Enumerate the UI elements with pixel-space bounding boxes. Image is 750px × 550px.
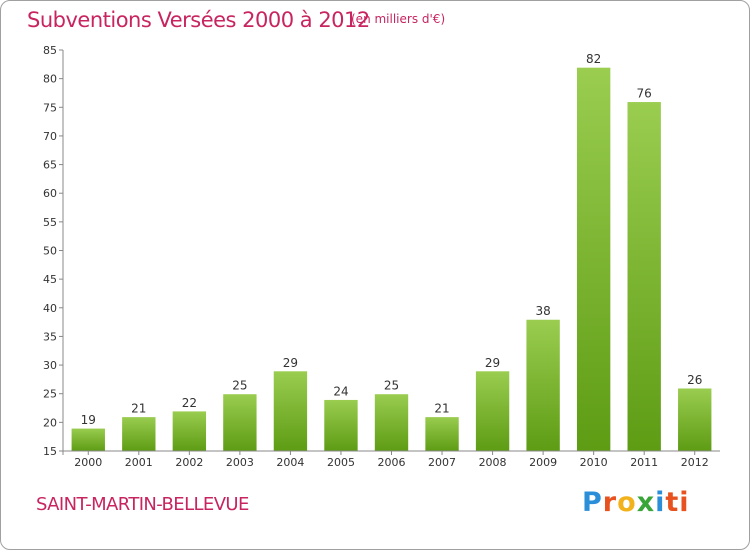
data-label-2005: 24: [333, 384, 348, 398]
data-label-2000: 19: [81, 413, 96, 427]
bar-2009: [525, 318, 561, 452]
x-tick-label-2001: 2001: [125, 456, 153, 469]
logo-letter: ti: [665, 487, 690, 518]
y-tick-label: 15: [43, 445, 57, 458]
data-label-2001: 21: [131, 402, 146, 416]
bars: 19 21 22 25 29 24 25 21 29 38 82 76 26: [70, 52, 713, 452]
y-tick-label: 65: [43, 159, 57, 172]
logo-letter: P: [582, 487, 603, 518]
x-axis: 2000 2001 2002 2003 2004 2005 2006 2007 2008 2009…: [63, 450, 720, 469]
y-tick-label: 55: [43, 216, 57, 229]
bar-2010: [575, 66, 612, 452]
x-tick-label-2010: 2010: [580, 456, 608, 469]
bar-2008: [474, 370, 511, 452]
bar-2000: [70, 427, 106, 452]
x-tick-label-2011: 2011: [630, 456, 658, 469]
y-tick-label: 80: [43, 73, 57, 86]
x-tick-label-2007: 2007: [428, 456, 456, 469]
y-axis: 15 20 25 30 35 40 45 50 55 60 65 70 75 80 85: [43, 44, 64, 458]
data-label-2009: 38: [535, 304, 550, 318]
data-label-2012: 26: [687, 373, 702, 387]
y-tick-label: 85: [43, 44, 57, 57]
y-tick-label: 70: [43, 130, 57, 143]
data-label-2008: 29: [485, 356, 500, 370]
y-tick-label: 45: [43, 273, 57, 286]
data-label-2010: 82: [586, 52, 601, 66]
bar-2011: [626, 101, 662, 452]
bar-2003: [222, 393, 258, 452]
bar-2002: [171, 410, 208, 452]
unit-label: (en milliers d'€): [351, 12, 446, 26]
y-tick-label: 25: [43, 388, 57, 401]
x-tick-label-2005: 2005: [327, 456, 355, 469]
data-label-2004: 29: [283, 356, 298, 370]
x-tick-label-2002: 2002: [175, 456, 203, 469]
bar-2006: [373, 393, 410, 452]
data-label-2007: 21: [434, 402, 449, 416]
data-label-2002: 22: [182, 396, 197, 410]
logo-letter: x: [636, 487, 656, 518]
y-tick-label: 40: [43, 302, 57, 315]
x-tick-label-2008: 2008: [479, 456, 507, 469]
bar-2005: [323, 398, 359, 452]
x-tick-label-2006: 2006: [378, 456, 406, 469]
bar-2007: [424, 416, 460, 452]
proxiti-logo: Proxiti: [582, 487, 690, 518]
y-tick-label: 35: [43, 330, 57, 343]
y-tick-label: 30: [43, 359, 57, 372]
x-tick-label-2004: 2004: [276, 456, 304, 469]
bar-2001: [121, 416, 157, 452]
commune-name: SAINT-MARTIN-BELLEVUE: [36, 494, 249, 515]
x-tick-label-2003: 2003: [226, 456, 254, 469]
data-label-2003: 25: [232, 379, 247, 393]
logo-letter: r: [602, 487, 618, 518]
chart-title: Subventions Versées 2000 à 2012: [27, 8, 370, 32]
y-tick-label: 75: [43, 101, 57, 114]
data-label-2006: 25: [384, 379, 399, 393]
y-tick-label: 60: [43, 187, 57, 200]
y-tick-label: 20: [43, 416, 57, 429]
x-tick-label-2012: 2012: [681, 456, 709, 469]
x-tick-label-2009: 2009: [529, 456, 557, 469]
bar-2012: [677, 387, 713, 452]
data-label-2011: 76: [637, 87, 652, 101]
logo-letter: i: [655, 487, 666, 518]
bar-2004: [272, 370, 309, 452]
y-tick-label: 50: [43, 245, 57, 258]
logo-letter: o: [617, 487, 637, 518]
x-tick-label-2000: 2000: [74, 456, 102, 469]
